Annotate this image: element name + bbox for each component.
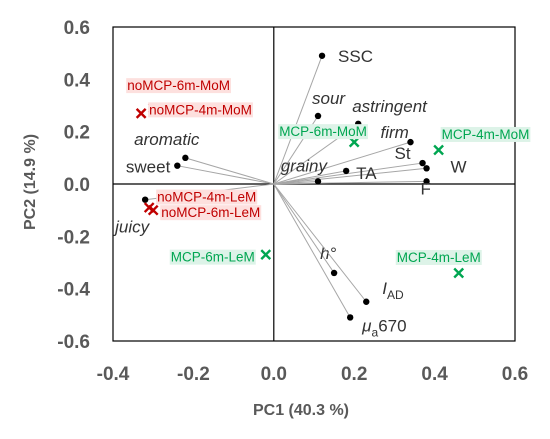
loading-vector-h xyxy=(273,183,335,274)
sample-label-bg-mcp-6m-lem xyxy=(169,249,256,265)
loading-label-sweet: sweet xyxy=(126,158,171,177)
loading-vector-sweet xyxy=(177,165,274,185)
sample-label-mcp-4m-mom: MCP-4m-MoM xyxy=(442,127,530,142)
loading-point-juicy xyxy=(141,196,149,203)
loading-point-grainy xyxy=(314,178,322,185)
loading-label-firm: firm xyxy=(380,123,408,142)
x-tick-label: -0.4 xyxy=(97,364,130,385)
sample-marker-mcp-4m-lem xyxy=(453,267,465,279)
y-tick-label: 0.4 xyxy=(64,70,91,91)
loading-label-ta: TA xyxy=(356,164,377,183)
loading-point-ssc xyxy=(318,52,326,59)
loading-label-grainy: grainy xyxy=(281,156,329,175)
y-tick-label: -0.2 xyxy=(57,227,90,248)
x-axis-label: PC1 (40.3 %) xyxy=(253,402,349,419)
loading-vector-firm xyxy=(273,141,411,185)
loading-vector-f xyxy=(273,180,427,185)
y-tick-label: 0.2 xyxy=(64,123,90,144)
loading-label-st: St xyxy=(395,144,411,163)
loading-point-i-ad xyxy=(363,298,370,305)
sample-marker-stroke xyxy=(433,144,444,156)
sample-label-mcp-4m-lem: MCP-4m-LeM xyxy=(397,250,481,265)
loading-point-aromatic xyxy=(182,154,189,162)
sample-label-nomcp-4m-mom: noMCP-4m-MoM xyxy=(149,102,252,117)
sample-marker-mcp-6m-lem xyxy=(260,249,272,260)
sample-marker-stroke xyxy=(147,204,159,216)
sample-label-bg-nomcp-6m-mom xyxy=(126,78,231,94)
sample-label-nomcp-6m-lem: noMCP-6m-LeM xyxy=(161,205,260,220)
y-tick-label: -0.6 xyxy=(57,332,90,353)
sample-label-bg-nomcp-6m-lem xyxy=(160,205,262,221)
sample-label-bg-mcp-6m-mom xyxy=(278,124,368,140)
loading-label-i-ad: IAD xyxy=(382,279,404,302)
y-axis-label: PC2 (14.9 %) xyxy=(22,134,39,230)
loading-label-a670: μa670 xyxy=(361,316,406,339)
loading-label-aromatic: aromatic xyxy=(134,130,200,149)
loading-vector-aromatic xyxy=(185,157,274,185)
sample-marker-stroke xyxy=(453,267,465,279)
sample-marker-nomcp-4m-mom xyxy=(135,108,147,119)
sample-label-mcp-6m-lem: MCP-6m-LeM xyxy=(171,250,255,265)
sample-marker-stroke xyxy=(260,249,272,260)
sample-label-bg-mcp-4m-mom xyxy=(440,126,531,142)
y-tick-label: -0.4 xyxy=(57,280,90,301)
sample-label-bg-nomcp-4m-mom xyxy=(148,102,253,118)
sample-marker-nomcp-6m-lem xyxy=(147,204,159,216)
loading-point-sour xyxy=(314,112,322,120)
loading-point-w xyxy=(423,165,430,172)
loading-label-juicy: juicy xyxy=(113,218,151,237)
loading-label-sour: sour xyxy=(312,89,346,108)
y-tick-label: 0.6 xyxy=(64,18,90,39)
x-tick-label: 0.4 xyxy=(421,364,448,385)
sample-label-nomcp-6m-mom: noMCP-6m-MoM xyxy=(127,78,230,93)
loading-vector-w xyxy=(273,167,427,185)
loading-point-h xyxy=(330,269,338,277)
sample-marker-stroke xyxy=(135,108,147,119)
loading-vector-ssc xyxy=(273,55,323,185)
sample-label-bg-mcp-4m-lem xyxy=(395,249,482,265)
loading-vector-grainy xyxy=(273,180,319,185)
loading-point-sweet xyxy=(174,162,181,169)
loading-point-a670 xyxy=(346,314,354,321)
loading-point-f xyxy=(423,178,430,185)
loading-vector-a670 xyxy=(273,183,351,318)
x-tick-label: 0.0 xyxy=(261,364,287,385)
loading-vector-ta xyxy=(273,170,347,185)
y-tick-label: 0.0 xyxy=(64,175,90,196)
sample-label-nomcp-4m-lem: noMCP-4m-LeM xyxy=(157,190,256,205)
x-tick-label: -0.2 xyxy=(177,364,210,385)
sample-label-bg-nomcp-4m-lem xyxy=(156,189,258,205)
loading-label-f: F xyxy=(421,179,431,198)
x-tick-label: 0.2 xyxy=(341,364,367,385)
sample-label-mcp-6m-mom: MCP-6m-MoM xyxy=(279,124,367,139)
loading-point-st xyxy=(419,159,426,167)
loading-label-ssc: SSC xyxy=(338,47,373,66)
loading-vector-i-ad xyxy=(273,183,367,303)
loading-point-firm xyxy=(407,138,414,146)
sample-marker-mcp-4m-mom xyxy=(433,144,444,156)
loading-point-ta xyxy=(342,167,350,175)
loading-label-w: W xyxy=(451,157,467,176)
loading-vector-st xyxy=(273,162,423,185)
x-tick-label: 0.6 xyxy=(502,364,528,385)
loading-label-astringent: astringent xyxy=(352,97,428,116)
